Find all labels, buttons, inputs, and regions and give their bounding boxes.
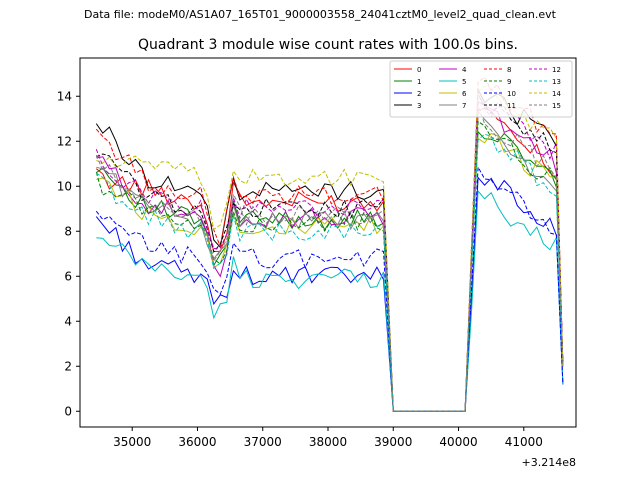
legend-label-10: 10	[507, 90, 516, 98]
series-line-5	[96, 189, 564, 412]
y-tick-label: 6	[64, 269, 72, 283]
series-line-13	[96, 133, 564, 412]
legend-label-15: 15	[552, 102, 561, 110]
legend-label-2: 2	[417, 90, 421, 98]
y-tick-label: 0	[64, 404, 72, 418]
series-line-8	[95, 76, 564, 412]
x-tick-label: 39000	[374, 435, 412, 449]
x-tick-label: 38000	[309, 435, 347, 449]
ticks-layer: 35000 36000 37000 38000 39000 40000 41000 0 2 4 6 8…	[57, 89, 543, 449]
series-line-10	[95, 165, 564, 412]
y-tick-label: 10	[57, 179, 72, 193]
x-tick-label: 36000	[178, 435, 216, 449]
legend-label-1: 1	[417, 78, 421, 86]
legend-label-13: 13	[552, 78, 561, 86]
y-tick-label: 14	[57, 89, 72, 103]
x-tick-label: 41000	[505, 435, 543, 449]
series-line-15	[95, 105, 564, 412]
legend-box	[389, 60, 573, 118]
legend-label-4: 4	[462, 66, 467, 74]
series-line-4	[96, 100, 564, 412]
series-line-1	[96, 130, 564, 412]
series-layer	[95, 76, 564, 412]
series-line-2	[95, 176, 564, 412]
data-file-caption: Data file: modeM0/AS1A07_165T01_90000035…	[84, 8, 556, 21]
legend-label-11: 11	[507, 102, 516, 110]
series-line-6	[96, 132, 564, 412]
x-tick-label: 40000	[439, 435, 477, 449]
x-tick-label: 37000	[244, 435, 282, 449]
y-tick-label: 12	[57, 134, 72, 148]
legend-label-7: 7	[462, 102, 466, 110]
y-tick-label: 2	[64, 359, 72, 373]
legend-label-12: 12	[552, 66, 561, 74]
legend-label-0: 0	[417, 66, 421, 74]
x-offset-label: +3.214e8	[522, 456, 576, 469]
legend-label-8: 8	[507, 66, 511, 74]
y-tick-label: 4	[64, 314, 72, 328]
legend-label-3: 3	[417, 102, 421, 110]
series-line-11	[96, 92, 564, 412]
y-tick-label: 8	[64, 224, 72, 238]
legend-label-6: 6	[462, 90, 467, 98]
series-line-9	[95, 120, 564, 412]
series-line-14	[96, 85, 564, 412]
x-tick-label: 35000	[113, 435, 151, 449]
series-line-7	[96, 110, 564, 412]
legend-label-5: 5	[462, 78, 466, 86]
series-line-12	[95, 92, 564, 412]
chart-title: Quadrant 3 module wise count rates with …	[138, 37, 518, 53]
legend-label-14: 14	[552, 90, 561, 98]
legend-label-9: 9	[507, 78, 511, 86]
